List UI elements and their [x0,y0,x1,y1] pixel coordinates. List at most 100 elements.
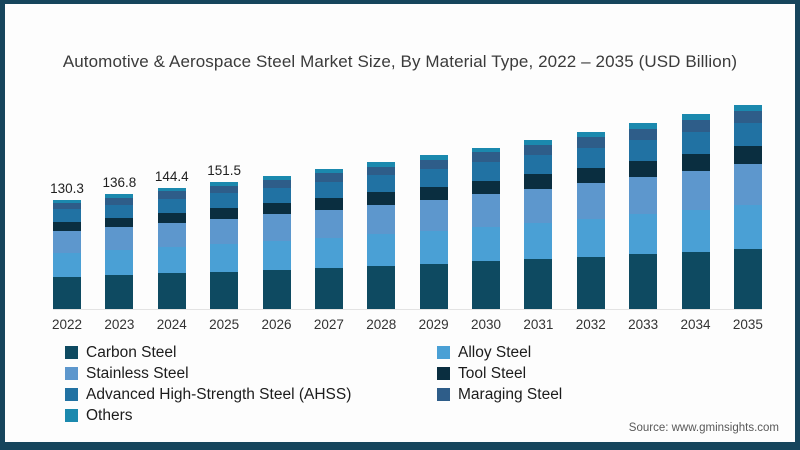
segment-alloy-steel [681,209,710,252]
segment-carbon-steel [629,254,658,309]
legend-swatch-icon [437,367,450,380]
bar-column-2026: 2026 [261,94,292,332]
legend-item-advanced-high-strength-steel-ahss: Advanced High-Strength Steel (AHSS) [65,384,437,405]
segment-others [524,139,553,145]
segment-advanced-high-strength-steel-ahss [53,209,81,223]
segment-maraging-steel [262,179,291,188]
segment-maraging-steel [629,128,658,140]
segment-tool-steel [576,168,605,184]
segment-tool-steel [210,207,239,219]
segment-carbon-steel [419,263,448,309]
legend-swatch-icon [437,388,450,401]
segment-alloy-steel [576,218,605,257]
legend-item-stainless-steel: Stainless Steel [65,363,437,384]
legend: Carbon Steel Stainless Steel Advanced High… [65,342,755,426]
segment-carbon-steel [367,265,396,309]
legend-swatch-icon [65,409,78,422]
x-axis-label: 2023 [104,317,135,332]
bar-column-2033: 2033 [628,94,658,332]
legend-item-tool-steel: Tool Steel [437,363,562,384]
legend-swatch-icon [437,346,450,359]
segment-advanced-high-strength-steel-ahss [105,204,134,218]
segment-maraging-steel [210,185,239,194]
stacked-bar-2029 [419,155,448,309]
segment-advanced-high-strength-steel-ahss [681,131,710,155]
stacked-bar-2033 [629,122,658,309]
segment-carbon-steel [210,271,239,309]
legend-swatch-icon [65,346,78,359]
segment-advanced-high-strength-steel-ahss [262,187,291,203]
segment-stainless-steel [367,204,396,235]
segment-maraging-steel [314,173,343,182]
bar-column-2032: 2032 [576,94,606,332]
segment-maraging-steel [524,144,553,155]
x-axis-label: 2031 [523,317,554,332]
bar-column-2022: 130.3 2022 [50,94,84,332]
segment-alloy-steel [733,204,762,249]
x-axis-label: 2027 [313,317,344,332]
x-axis-label: 2032 [575,317,606,332]
segment-alloy-steel [367,234,396,266]
segment-tool-steel [262,202,291,215]
stacked-bar-2032 [576,131,605,309]
legend-label: Others [86,406,133,424]
segment-tool-steel [367,192,396,205]
legend-item-others: Others [65,405,437,426]
segment-stainless-steel [524,188,553,223]
segment-others [210,181,239,186]
segment-others [314,169,343,174]
segment-maraging-steel [105,197,134,205]
legend-item-maraging-steel: Maraging Steel [437,384,562,405]
stacked-bar-2034 [681,114,710,309]
segment-carbon-steel [53,276,81,309]
legend-swatch-icon [65,367,78,380]
x-axis-label: 2024 [156,317,187,332]
segment-others [53,199,81,203]
segment-alloy-steel [105,250,134,276]
bar-value-label: 151.5 [207,162,242,178]
segment-tool-steel [681,154,710,171]
segment-maraging-steel [733,110,762,123]
bar-column-2023: 136.8 2023 [102,94,136,332]
bar-value-label: 144.4 [154,168,189,184]
segment-tool-steel [314,197,343,210]
bar-column-2029: 2029 [419,94,449,332]
segment-alloy-steel [629,214,658,255]
segment-tool-steel [419,186,448,200]
source-attribution: Source: www.gminsights.com [628,422,779,434]
segment-stainless-steel [419,199,448,231]
legend-label: Carbon Steel [86,343,177,361]
segment-carbon-steel [314,267,343,309]
segment-alloy-steel [262,240,291,270]
segment-alloy-steel [210,244,239,272]
segment-maraging-steel [367,166,396,176]
segment-alloy-steel [472,226,500,262]
bar-column-2035: 2035 [733,94,763,332]
legend-label: Alloy Steel [458,343,532,361]
legend-column: Carbon Steel Stainless Steel Advanced High… [65,342,437,426]
x-axis-label: 2035 [732,317,763,332]
legend-label: Advanced High-Strength Steel (AHSS) [86,385,352,403]
bar-column-2027: 2027 [314,94,344,332]
segment-advanced-high-strength-steel-ahss [157,198,186,213]
segment-others [629,122,658,129]
segment-advanced-high-strength-steel-ahss [733,122,762,147]
x-axis-label: 2028 [366,317,397,332]
segment-advanced-high-strength-steel-ahss [367,175,396,193]
segment-carbon-steel [262,269,291,309]
x-axis-label: 2030 [470,317,502,332]
segment-advanced-high-strength-steel-ahss [472,162,500,181]
legend-label: Maraging Steel [458,385,563,403]
segment-carbon-steel [105,275,134,309]
bar-column-2024: 144.4 2024 [154,94,189,332]
segment-advanced-high-strength-steel-ahss [524,154,553,175]
segment-maraging-steel [576,137,605,148]
segment-carbon-steel [472,261,500,309]
segment-others [367,162,396,167]
segment-others [733,104,762,111]
bar-column-2028: 2028 [366,94,396,332]
segment-others [681,114,710,120]
segment-advanced-high-strength-steel-ahss [576,147,605,169]
stacked-bar-2026 [262,175,291,309]
